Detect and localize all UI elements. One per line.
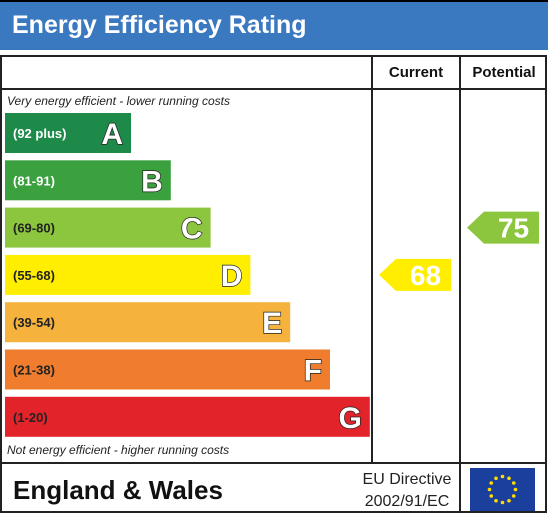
band-a: (92 plus) A — [5, 113, 131, 153]
eu-star — [500, 500, 505, 505]
band-bar-c — [5, 207, 211, 248]
band-bar-g — [5, 396, 370, 437]
eu-star — [507, 498, 511, 503]
band-letter: G — [338, 402, 361, 435]
potential-rating-arrow: 75 — [467, 211, 539, 244]
footer-region: England & Wales — [13, 475, 223, 505]
band-letter: F — [304, 355, 322, 388]
eu-star — [511, 494, 516, 498]
eu-star — [489, 494, 494, 498]
band-letter: D — [221, 260, 243, 293]
footer-directive-line1: EU Directive — [363, 471, 452, 488]
band-letter: E — [262, 307, 282, 340]
band-letter: C — [181, 213, 203, 246]
band-e: (39-54) E — [5, 302, 291, 343]
title-bar: Energy Efficiency Rating — [0, 0, 548, 50]
potential-rating-value: 75 — [498, 213, 529, 244]
eu-flag-icon — [470, 468, 535, 511]
band-c: (69-80) C — [5, 207, 211, 248]
band-range-label: (81-91) — [13, 173, 55, 188]
band-range-label: (69-80) — [13, 221, 55, 236]
band-range-label: (21-38) — [13, 363, 55, 378]
band-bar-d — [5, 254, 251, 295]
note-bottom: Not energy efficient - higher running co… — [7, 443, 229, 457]
band-bar-e — [5, 302, 291, 343]
eu-star — [494, 476, 498, 481]
potential-arrow-shape — [467, 211, 539, 244]
band-letter: B — [141, 165, 163, 198]
band-range-label: (92 plus) — [13, 126, 66, 141]
band-d: (55-68) D — [5, 254, 251, 295]
current-rating-value: 68 — [410, 260, 441, 291]
table-grid — [0, 55, 547, 513]
band-bar-a — [5, 113, 131, 153]
band-b: (81-91) B — [5, 160, 171, 201]
band-range-label: (39-54) — [13, 315, 55, 330]
current-arrow-shape — [379, 258, 451, 291]
eu-star — [489, 481, 494, 485]
band-bar-f — [5, 349, 330, 390]
eu-star — [513, 487, 518, 492]
eu-star — [507, 476, 511, 481]
band-letter: A — [101, 118, 123, 151]
eu-star — [500, 474, 505, 479]
column-header-current: Current — [389, 64, 443, 81]
page-title: Energy Efficiency Rating — [12, 11, 307, 39]
eu-star — [487, 487, 492, 492]
note-top: Very energy efficient - lower running co… — [7, 94, 230, 108]
eu-star — [494, 498, 498, 503]
eu-star — [511, 481, 516, 485]
band-range-label: (1-20) — [13, 410, 48, 425]
band-g: (1-20) G — [5, 396, 370, 437]
band-range-label: (55-68) — [13, 268, 55, 283]
current-rating-arrow: 68 — [379, 258, 451, 291]
band-bar-b — [5, 160, 171, 201]
footer-directive-line2: 2002/91/EC — [365, 493, 450, 510]
rating-bands: (92 plus) A (81-91) B (69-80) C (55-68) D (39-54… — [5, 113, 370, 437]
column-header-potential: Potential — [472, 64, 535, 81]
band-f: (21-38) F — [5, 349, 330, 390]
rating-arrows: 68 75 — [379, 211, 539, 291]
